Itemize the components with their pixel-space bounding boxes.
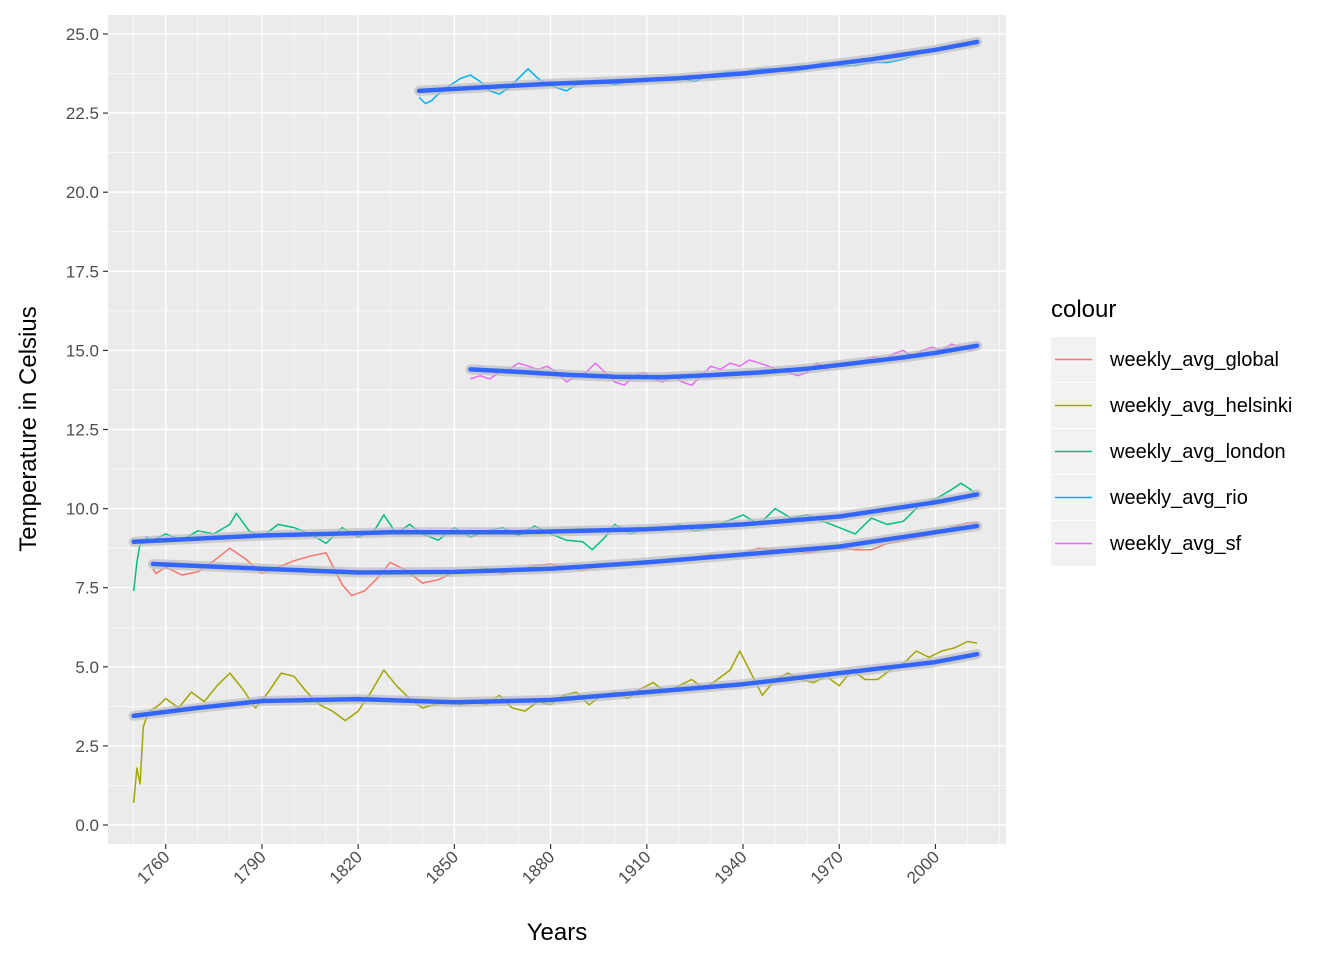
y-tick-label: 20.0	[66, 183, 99, 202]
x-tick-label: 1880	[518, 847, 558, 887]
legend-label: weekly_avg_helsinki	[1109, 395, 1292, 417]
y-tick-label: 17.5	[66, 262, 99, 281]
x-axis: 1760 1790 1820 1850 1880 1910 1940 1970 2000	[133, 844, 943, 888]
y-tick-label: 2.5	[75, 737, 99, 756]
trend-line-weekly_avg_sf	[468, 343, 980, 380]
legend-label: weekly_avg_sf	[1109, 533, 1242, 555]
x-tick-label: 1850	[422, 847, 462, 887]
x-tick-label: 2000	[903, 847, 943, 887]
x-tick-label: 1910	[614, 847, 654, 887]
trend-line-weekly_avg_rio	[416, 39, 980, 94]
legend-label: weekly_avg_london	[1109, 441, 1286, 463]
y-tick-label: 10.0	[66, 500, 99, 519]
y-tick-label: 12.5	[66, 421, 99, 440]
legend-label: weekly_avg_global	[1109, 349, 1279, 371]
legend-label: weekly_avg_rio	[1109, 487, 1248, 509]
x-tick-label: 1970	[807, 847, 847, 887]
x-tick-label: 1760	[133, 847, 173, 887]
trend-line-weekly_avg_helsinki	[131, 651, 980, 719]
y-tick-label: 5.0	[75, 658, 99, 677]
trend-lines	[128, 36, 983, 721]
x-tick-label: 1940	[711, 847, 751, 887]
x-tick-label: 1790	[230, 847, 270, 887]
trend-line-weekly_avg_global	[150, 523, 980, 575]
y-axis: 0.0 2.5 5.0 7.5 10.0 12.5 15.0 17.5 20.0 22.5 25.0	[66, 25, 108, 835]
trend-line-weekly_avg_london	[131, 492, 980, 545]
y-tick-label: 7.5	[75, 579, 99, 598]
y-tick-label: 25.0	[66, 25, 99, 44]
legend-title: colour	[1051, 296, 1116, 323]
x-tick-label: 1820	[326, 847, 366, 887]
y-tick-label: 22.5	[66, 104, 99, 123]
y-tick-label: 15.0	[66, 341, 99, 360]
y-tick-label: 0.0	[75, 816, 99, 835]
y-axis-title: Temperature in Celsius	[15, 306, 42, 551]
x-axis-title: Years	[527, 919, 588, 946]
legend: colour weekly_avg_global weekly_avg_helsi…	[1051, 296, 1292, 566]
